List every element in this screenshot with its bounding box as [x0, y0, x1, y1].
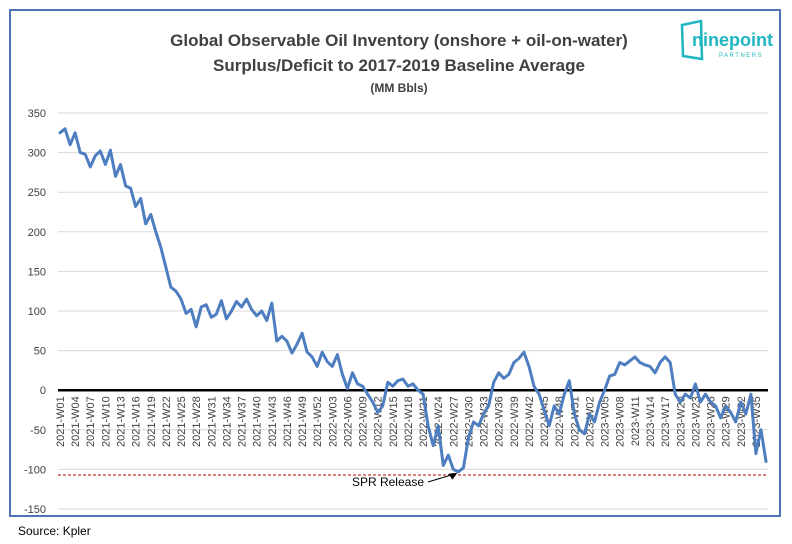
- x-tick-label: 2021-W22: [161, 396, 173, 447]
- x-tick-label: 2023-W08: [615, 396, 627, 447]
- chart-frame: [9, 9, 781, 517]
- logo-text: ninepoint: [692, 30, 773, 50]
- x-tick-label: 2022-W27: [448, 396, 460, 447]
- y-tick-label: 150: [28, 266, 46, 278]
- logo-subtext: PARTNERS: [719, 53, 763, 59]
- x-tick-label: 2022-W45: [539, 396, 551, 447]
- y-tick-label: 200: [28, 227, 46, 239]
- x-tick-label: 2023-W26: [706, 396, 718, 447]
- ninepoint-logo: ninepoint PARTNERS: [680, 19, 773, 61]
- x-tick-label: 2022-W15: [388, 396, 400, 447]
- x-tick-label: 2021-W46: [282, 396, 294, 447]
- x-tick-label: 2021-W34: [221, 396, 233, 447]
- x-tick-label: 2021-W40: [252, 396, 264, 447]
- x-tick-label: 2021-W16: [131, 396, 143, 447]
- x-tick-label: 2021-W28: [191, 396, 203, 447]
- x-tick-label: 2022-W03: [327, 396, 339, 447]
- x-tick-label: 2023-W02: [585, 396, 597, 447]
- x-tick-label: 2021-W37: [237, 396, 249, 447]
- x-tick-label: 2021-W49: [297, 396, 309, 447]
- y-tick-label: 250: [28, 187, 46, 199]
- y-tick-label: 100: [28, 306, 46, 318]
- y-axis: 350 300 250 200 150 100 50 0 -50 -100 -150: [24, 108, 46, 516]
- x-tick-label: 2021-W52: [312, 396, 324, 447]
- x-tick-label: 2022-W36: [494, 396, 506, 447]
- x-tick-label: 2023-W11: [630, 396, 642, 446]
- chart-title: Global Observable Oil Inventory (onshore…: [170, 31, 628, 50]
- x-tick-label: 2022-W09: [358, 396, 370, 447]
- x-tick-label: 2021-W31: [206, 396, 218, 447]
- annotations: SPR Release: [352, 472, 458, 489]
- x-tick-label: 2021-W13: [116, 396, 128, 447]
- x-tick-label: 2022-W21: [418, 396, 430, 447]
- chart-subtitle: Surplus/Deficit to 2017-2019 Baseline Av…: [213, 56, 585, 75]
- chart-units: (MM Bbls): [370, 81, 427, 95]
- x-tick-label: 2023-W14: [645, 396, 657, 447]
- y-tick-label: 350: [28, 108, 46, 120]
- x-tick-label: 2021-W07: [85, 396, 97, 447]
- x-tick-label: 2022-W42: [524, 396, 536, 447]
- y-tick-label: -150: [24, 504, 46, 516]
- x-tick-label: 2021-W01: [55, 396, 67, 447]
- x-tick-label: 2022-W06: [342, 396, 354, 447]
- spr-release-annotation: SPR Release: [352, 475, 424, 489]
- gridlines: [58, 112, 768, 510]
- y-tick-label: 300: [28, 148, 46, 160]
- inventory-series-line: [58, 127, 768, 474]
- x-tick-label: 2021-W10: [100, 396, 112, 447]
- y-tick-label: -100: [24, 464, 46, 476]
- x-tick-label: 2023-W23: [690, 396, 702, 447]
- x-tick-label: 2022-W18: [403, 396, 415, 447]
- logo-frame: [680, 19, 704, 61]
- y-tick-label: -50: [30, 425, 46, 437]
- source-note: Source: Kpler: [18, 524, 91, 538]
- x-tick-label: 2023-W17: [660, 396, 672, 447]
- x-tick-label: 2023-W05: [600, 396, 612, 447]
- x-tick-label: 2023-W20: [675, 396, 687, 447]
- x-tick-label: 2023-W29: [721, 396, 733, 447]
- annotation-arrowhead: [448, 472, 458, 480]
- x-tick-label: 2022-W39: [509, 396, 521, 447]
- x-axis: 2021-W01 2021-W04 2021-W07 2021-W10 2021-W13…: [55, 396, 763, 447]
- y-tick-label: 0: [40, 385, 46, 397]
- x-tick-label: 2022-W48: [554, 396, 566, 447]
- x-tick-label: 2021-W25: [176, 396, 188, 447]
- x-tick-label: 2021-W43: [267, 396, 279, 447]
- x-tick-label: 2021-W04: [70, 396, 82, 447]
- series-layer: [58, 127, 768, 474]
- x-tick-label: 2021-W19: [146, 396, 158, 447]
- x-tick-label: 2022-W30: [463, 396, 475, 447]
- y-tick-label: 50: [34, 346, 46, 358]
